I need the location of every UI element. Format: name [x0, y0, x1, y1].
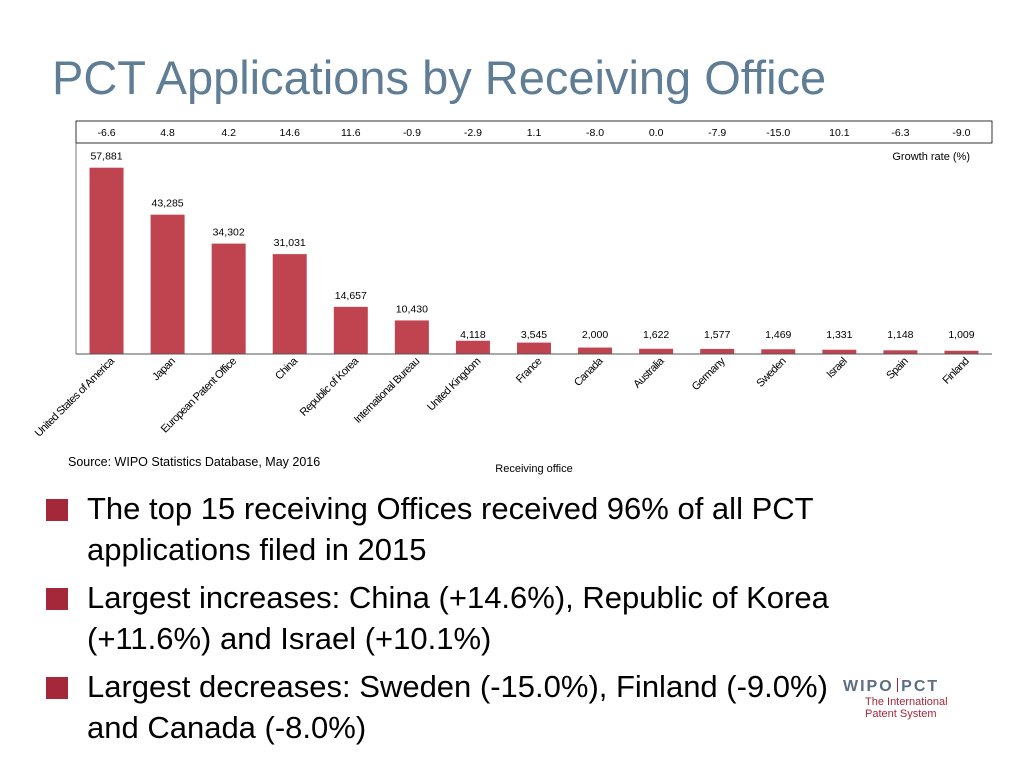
logo-tagline-line2: Patent System — [865, 708, 937, 720]
bar-value-label: 43,285 — [152, 198, 184, 210]
x-tick-label: Australia — [631, 355, 667, 391]
bar-value-label: 4,118 — [460, 329, 486, 341]
bar — [944, 350, 979, 354]
x-tick-label: Canada — [572, 355, 606, 389]
growth-rate-value: -15.0 — [766, 127, 790, 139]
bar — [578, 347, 613, 354]
bar-value-label: 1,009 — [948, 329, 974, 341]
growth-rate-value: 1.1 — [527, 127, 542, 139]
x-tick-label: United Kingdom — [425, 355, 483, 413]
bar — [211, 243, 246, 354]
growth-rate-value: -8.0 — [586, 127, 604, 139]
bar-value-label: 31,031 — [274, 237, 306, 249]
x-tick-label: Japan — [150, 355, 178, 383]
bar-value-label: 1,148 — [887, 329, 913, 341]
bullet-item: Largest increases: China (+14.6%), Repub… — [46, 577, 946, 659]
square-bullet-icon — [46, 588, 68, 610]
bar — [761, 349, 796, 354]
bar — [150, 214, 185, 354]
bullet-text: The top 15 receiving Offices received 96… — [87, 491, 814, 567]
bar-value-label: 1,331 — [826, 329, 852, 341]
bar-value-label: 2,000 — [582, 329, 608, 341]
logo-wordmark: WIPO PCT — [843, 678, 973, 696]
logo-tagline-line1: The International — [865, 696, 948, 708]
x-tick-label: China — [273, 355, 301, 383]
growth-rate-value: -0.9 — [403, 127, 421, 139]
square-bullet-icon — [46, 677, 68, 699]
bar-value-label: 14,657 — [335, 290, 367, 302]
growth-rate-value: 14.6 — [280, 127, 301, 139]
bar-value-label: 1,469 — [765, 329, 791, 341]
x-tick-label: United States of America — [33, 355, 118, 440]
value-labels: 57,881 43,285 34,302 31,031 14,657 10,430 4,11… — [90, 151, 974, 341]
slide-title: PCT Applications by Receiving Office — [52, 51, 827, 104]
bar-value-label: 1,577 — [704, 329, 730, 341]
x-tick-label: Germany — [690, 355, 728, 393]
bar — [883, 350, 918, 354]
x-tick-label: Republic of Korea — [298, 355, 362, 419]
bar-value-label: 3,545 — [521, 329, 547, 341]
bar-chart: -6.6 4.8 4.2 14.6 11.6 -0.9 -2.9 1.1 -8.0 0.0 -7.9… — [33, 120, 993, 475]
growth-rate-value: 10.1 — [829, 127, 850, 139]
bullet-text: Largest decreases: Sweden (-15.0%), Finl… — [87, 669, 828, 745]
x-tick-label: International Bureau — [352, 355, 422, 425]
bullet-item: The top 15 receiving Offices received 96… — [46, 488, 847, 570]
bar — [700, 348, 735, 354]
logo-tagline: The International Patent System — [865, 696, 965, 720]
bar — [822, 349, 857, 354]
x-tick-label: Sweden — [754, 355, 788, 389]
wipo-pct-logo: WIPO PCT The International Patent System — [843, 678, 973, 728]
square-bullet-icon — [46, 499, 68, 521]
growth-rate-value: 4.2 — [221, 127, 236, 139]
x-tick-label: Spain — [884, 355, 911, 382]
growth-rate-box — [75, 120, 993, 144]
bullet-text: Largest increases: China (+14.6%), Repub… — [87, 580, 829, 656]
logo-separator — [896, 678, 899, 692]
bar — [455, 340, 490, 354]
bar — [333, 306, 368, 354]
bullet-list: The top 15 receiving Offices received 96… — [46, 488, 946, 755]
bar-series — [89, 167, 979, 354]
bar — [394, 320, 429, 354]
growth-rate-value: -6.3 — [891, 127, 909, 139]
growth-rate-value: -6.6 — [97, 127, 115, 139]
growth-rate-value: 11.6 — [341, 127, 361, 139]
bar-value-label: 34,302 — [213, 227, 245, 239]
logo-wipo: WIPO — [843, 678, 894, 695]
bullet-item: Largest decreases: Sweden (-15.0%), Finl… — [46, 666, 847, 748]
bar — [89, 167, 124, 354]
x-tick-label: Israel — [824, 356, 849, 381]
bar — [517, 342, 551, 354]
logo-pct: PCT — [901, 678, 940, 695]
growth-rate-value: 4.8 — [160, 127, 175, 139]
bar-value-label: 1,622 — [643, 329, 669, 341]
bar — [272, 254, 307, 354]
growth-rate-value: -7.9 — [708, 127, 726, 139]
x-axis-title: Receiving office — [495, 463, 572, 475]
growth-rate-value: -2.9 — [464, 127, 482, 139]
x-tick-label: France — [514, 355, 544, 385]
bar — [639, 348, 674, 354]
growth-rate-value: 0.0 — [649, 127, 664, 139]
bar-value-label: 10,430 — [396, 303, 428, 315]
x-tick-label: Finland — [941, 355, 972, 386]
source-note: Source: WIPO Statistics Database, May 20… — [68, 455, 321, 469]
growth-rate-row: -6.6 4.8 4.2 14.6 11.6 -0.9 -2.9 1.1 -8.0 0.0 -7.9… — [75, 120, 993, 144]
bar-value-label: 57,881 — [90, 151, 122, 163]
growth-rate-label: Growth rate (%) — [892, 151, 970, 163]
growth-rate-value: -9.0 — [952, 127, 970, 139]
